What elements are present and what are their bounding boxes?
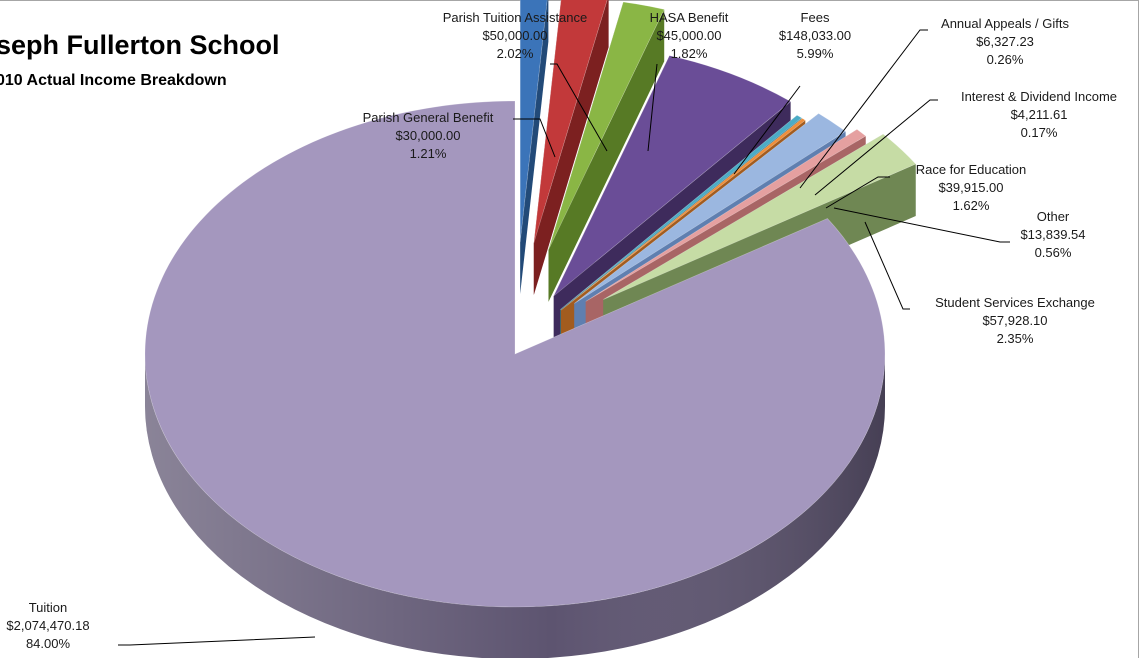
- slice-interest: [560, 118, 806, 311]
- label-parish-tuition-name: Parish Tuition Assistance: [443, 10, 588, 25]
- slice-tuition: [144, 100, 886, 608]
- leader-parish-general: [513, 118, 556, 158]
- label-tuition-name: Tuition: [29, 600, 68, 615]
- slice-parish-general: [519, 0, 548, 243]
- label-annual-appeals-percent: 0.26%: [987, 52, 1024, 67]
- leader-lines: [118, 29, 1010, 646]
- slice-cut-hasa-1: [548, 9, 665, 302]
- label-fees-name: Fees: [801, 10, 830, 25]
- label-fees-percent: 5.99%: [797, 46, 834, 61]
- slice-race: [574, 113, 847, 304]
- leader-parish-tuition: [550, 63, 608, 152]
- leader-fees: [733, 85, 801, 175]
- label-interest-name: Interest & Dividend Income: [961, 89, 1117, 104]
- label-student-services-amount: $57,928.10: [982, 313, 1047, 328]
- label-hasa-name: HASA Benefit: [650, 10, 729, 25]
- label-annual-appeals-amount: $6,327.23: [976, 34, 1034, 49]
- chart-subtitle: 010 Actual Income Breakdown: [0, 72, 227, 89]
- label-parish-general-percent: 1.21%: [410, 146, 447, 161]
- label-tuition-percent: 84.00%: [26, 636, 71, 651]
- slice-other: [585, 128, 867, 302]
- slice-student-services: [603, 133, 917, 300]
- label-interest-amount: $4,211.61: [1011, 107, 1068, 122]
- label-hasa-percent: 1.82%: [671, 46, 708, 61]
- slice-parish-tuition: [533, 0, 608, 244]
- slice-side-shade-tuition: [145, 354, 885, 658]
- leader-annual-appeals: [799, 29, 928, 189]
- label-other-amount: $13,839.54: [1020, 227, 1085, 242]
- slice-hasa: [548, 1, 665, 250]
- leader-race: [825, 176, 890, 209]
- slice-fees: [553, 55, 792, 297]
- data-labels: Tuition $2,074,470.18 84.00% Parish General…: [6, 10, 1117, 651]
- leader-interest: [814, 99, 938, 196]
- label-fees-amount: $148,033.00: [779, 28, 851, 43]
- label-interest-percent: 0.17%: [1021, 125, 1058, 140]
- label-tuition-amount: $2,074,470.18: [6, 618, 89, 633]
- label-student-services-name: Student Services Exchange: [935, 295, 1095, 310]
- leader-tuition: [118, 636, 316, 646]
- label-race-name: Race for Education: [916, 162, 1027, 177]
- label-other-percent: 0.56%: [1035, 245, 1072, 260]
- leader-other: [833, 207, 1010, 243]
- slice-cut-parish-tuition-1: [533, 0, 609, 296]
- label-race-percent: 1.62%: [953, 198, 990, 213]
- label-annual-appeals-name: Annual Appeals / Gifts: [941, 16, 1069, 31]
- label-parish-tuition-amount: $50,000.00: [482, 28, 547, 43]
- label-race-amount: $39,915.00: [938, 180, 1003, 195]
- slice-cut-parish-general-1: [520, 0, 549, 295]
- label-hasa-amount: $45,000.00: [656, 28, 721, 43]
- label-student-services-percent: 2.35%: [997, 331, 1034, 346]
- pie-tops: [144, 0, 917, 608]
- leader-student-services: [864, 221, 910, 310]
- chart-title: seph Fullerton School: [0, 30, 280, 60]
- label-other-name: Other: [1037, 209, 1070, 224]
- label-parish-general-amount: $30,000.00: [395, 128, 460, 143]
- leader-hasa: [647, 63, 658, 152]
- label-parish-general-name: Parish General Benefit: [363, 110, 494, 125]
- label-parish-tuition-percent: 2.02%: [497, 46, 534, 61]
